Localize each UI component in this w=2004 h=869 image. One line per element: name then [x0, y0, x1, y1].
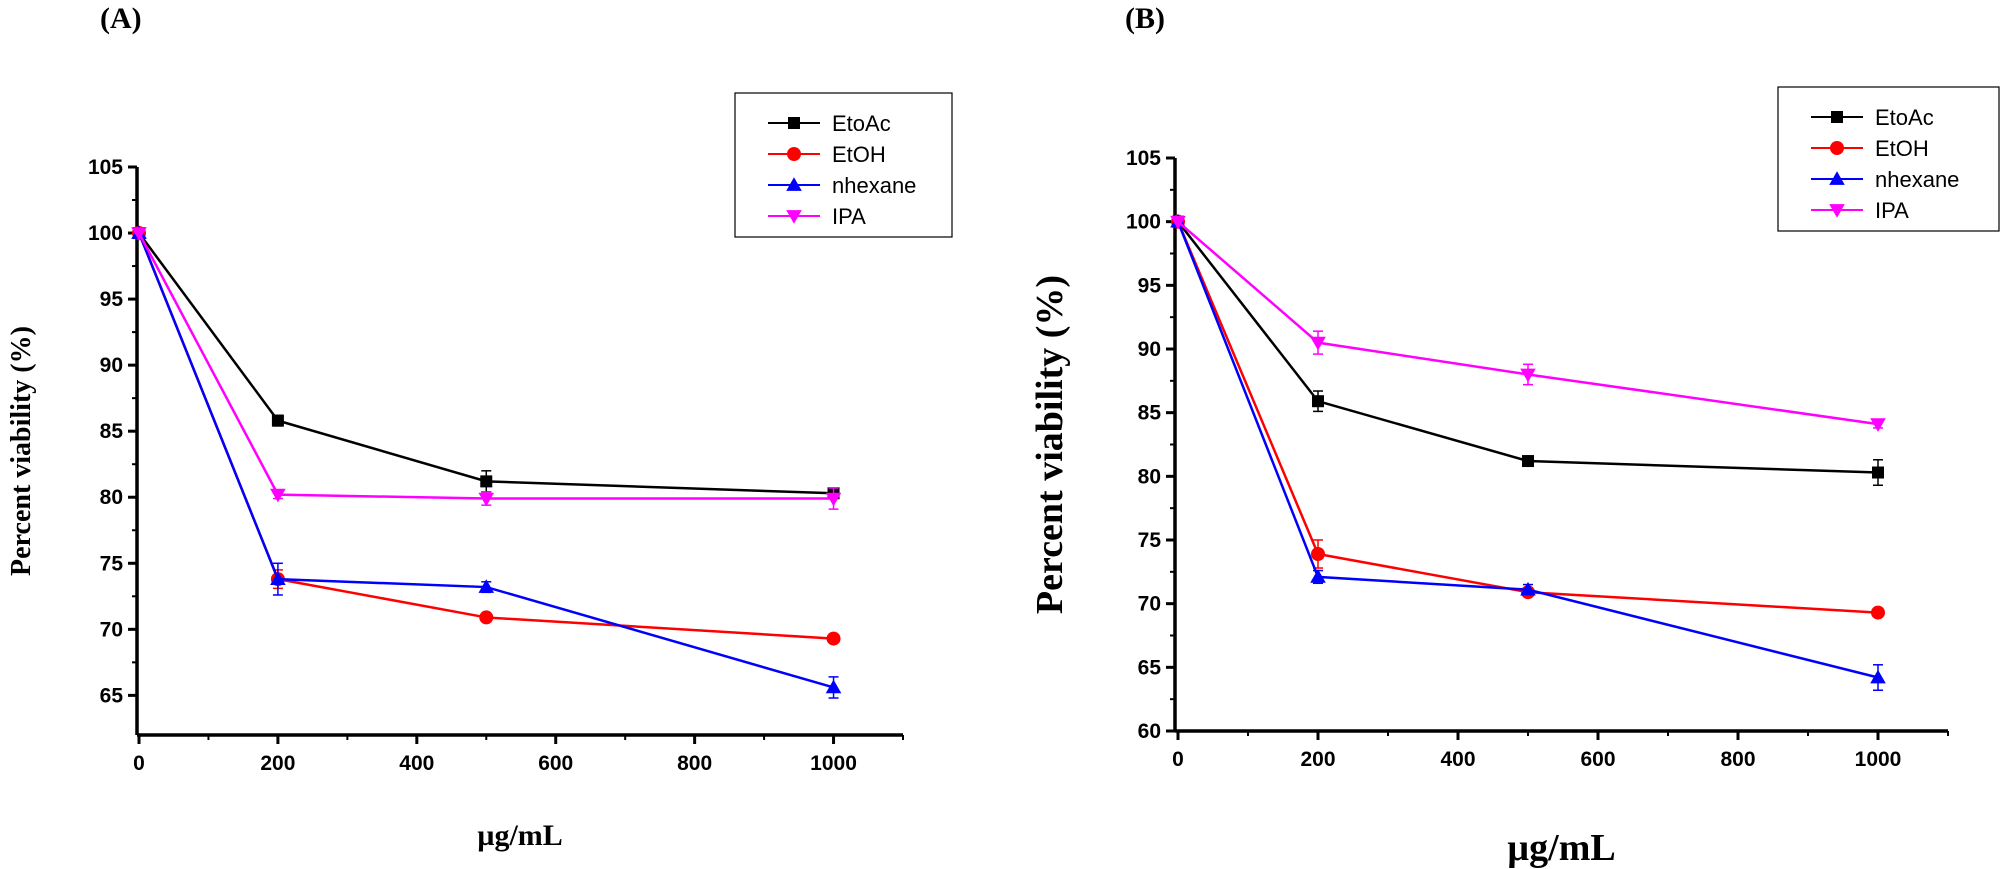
legend-label: IPA — [1875, 198, 1909, 223]
x-axis-title: µg/mL — [1507, 827, 1615, 869]
x-tick-label: 600 — [538, 752, 573, 775]
series-line-etoac — [137, 232, 834, 495]
data-point-ipa — [1170, 215, 1186, 230]
data-point-etoh — [1871, 605, 1885, 620]
legend-box — [734, 92, 953, 238]
data-point-etoac — [1312, 395, 1324, 408]
data-point-etoh — [479, 610, 494, 625]
data-point-etoh — [1311, 547, 1325, 562]
data-point-ipa — [1520, 368, 1536, 383]
x-tick-label: 200 — [1300, 748, 1335, 771]
y-tick-label: 70 — [1138, 593, 1161, 616]
legend-marker-nhexane — [1829, 171, 1845, 185]
y-tick-label: 85 — [100, 420, 124, 443]
y-tick-label: 60 — [1138, 720, 1161, 743]
y-tick-label: 80 — [100, 486, 123, 509]
legend-marker-etoh — [787, 147, 801, 161]
series-line-etoac — [1177, 220, 1879, 474]
series-line-etoh — [137, 232, 834, 640]
x-tick-label: 200 — [260, 752, 295, 775]
y-tick-label: 90 — [100, 354, 123, 377]
data-point-nhexane — [478, 579, 495, 593]
x-tick-label: 400 — [399, 752, 434, 775]
chart-a: 65 70 75 80 85 90 95 100 105 0 200 400 600 800 1000 µg/… — [6, 92, 953, 852]
data-point-nhexane — [1310, 569, 1326, 583]
data-point-etoac — [1872, 466, 1884, 479]
data-point-nhexane — [1870, 669, 1886, 684]
data-point-ipa — [825, 492, 842, 507]
y-tick-label: 105 — [88, 156, 123, 179]
y-tick-label: 95 — [1138, 274, 1162, 297]
x-tick-label: 600 — [1580, 748, 1615, 771]
series-line-etoh — [1176, 221, 1879, 614]
legend-label: EtOH — [1875, 136, 1929, 161]
x-tick-label: 0 — [1172, 748, 1184, 771]
x-axis-title: µg/mL — [477, 819, 563, 852]
x-tick-label: 1000 — [1855, 748, 1902, 771]
legend-label: EtoAc — [1875, 105, 1934, 130]
data-point-nhexane — [1520, 581, 1536, 596]
y-tick-label: 90 — [1138, 338, 1161, 361]
legend-label: nhexane — [832, 173, 916, 198]
data-point-ipa — [131, 227, 147, 241]
legend-marker-ipa — [786, 210, 802, 224]
legend-marker-etoh — [1830, 141, 1844, 155]
x-tick-label: 800 — [677, 752, 712, 775]
y-tick-label: 70 — [100, 618, 123, 641]
data-point-ipa — [1870, 418, 1886, 432]
legend-label: EtOH — [832, 142, 886, 167]
data-point-ipa — [1310, 336, 1326, 351]
chart-b: 60 65 70 75 80 85 90 95 100 105 0 200 400 600 800 1000 µ… — [1029, 86, 2000, 869]
series-line-nhexane — [1176, 221, 1879, 679]
panel-label-a: (A) — [100, 2, 142, 35]
legend-marker-ipa — [1829, 204, 1845, 218]
legend-marker-etoac — [788, 117, 800, 129]
data-point-etoac — [271, 414, 284, 427]
y-tick-label: 75 — [1138, 529, 1162, 552]
x-tick-label: 0 — [133, 752, 145, 775]
legend-box — [1777, 86, 2000, 232]
data-point-etoh — [826, 631, 841, 646]
y-tick-label: 95 — [100, 288, 124, 311]
y-tick-label: 65 — [1138, 656, 1162, 679]
y-tick-label: 80 — [1138, 465, 1161, 488]
y-tick-label: 100 — [1126, 211, 1161, 234]
y-tick-label: 65 — [100, 684, 124, 707]
panel-label-b: (B) — [1125, 2, 1165, 35]
legend: EtoAc EtOH nhexane IPA — [1777, 86, 2000, 232]
data-point-ipa — [478, 492, 495, 507]
x-tick-label: 400 — [1440, 748, 1475, 771]
legend-label: IPA — [832, 204, 866, 229]
legend: EtoAc EtOH nhexane IPA — [734, 92, 953, 238]
y-tick-label: 85 — [1138, 402, 1162, 425]
x-tick-label: 1000 — [810, 752, 857, 775]
data-point-etoac — [1522, 455, 1534, 468]
data-point-nhexane — [270, 571, 286, 585]
series-line-ipa — [1177, 220, 1879, 426]
y-tick-label: 105 — [1126, 147, 1161, 170]
y-tick-label: 100 — [88, 222, 123, 245]
x-tick-label: 800 — [1720, 748, 1755, 771]
legend-marker-nhexane — [786, 177, 802, 191]
series-line-ipa — [137, 232, 834, 500]
legend-label: nhexane — [1875, 167, 1959, 192]
y-axis-title: Percent viability (%) — [6, 326, 37, 576]
y-tick-label: 75 — [100, 552, 124, 575]
data-point-ipa — [270, 488, 286, 503]
legend-marker-etoac — [1831, 111, 1843, 123]
legend-label: EtoAc — [832, 111, 891, 136]
y-axis-title: Percent viability (%) — [1029, 275, 1071, 614]
data-point-etoac — [480, 475, 493, 488]
series-line-nhexane — [137, 232, 834, 689]
data-point-nhexane — [825, 679, 842, 694]
